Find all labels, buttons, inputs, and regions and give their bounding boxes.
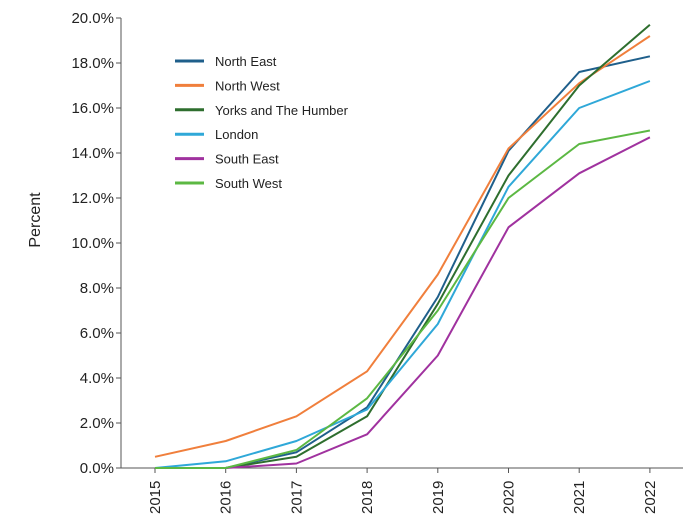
y-tick-label: 2.0% — [80, 415, 114, 432]
y-tick-label: 8.0% — [80, 280, 114, 297]
legend-label-yorks-and-the-humber: Yorks and The Humber — [215, 103, 349, 118]
y-tick-label: 18.0% — [71, 55, 114, 72]
legend-label-south-east: South East — [215, 152, 279, 167]
legend: North East North West Yorks and The Humber… — [175, 54, 349, 191]
legend-label-london: London — [215, 127, 258, 142]
legend-label-north-west: North West — [215, 78, 280, 93]
x-tick-label: 2022 — [642, 481, 659, 514]
series-line-north-east — [155, 55, 651, 469]
y-tick-label: 14.0% — [71, 145, 114, 162]
series-line-south-west — [155, 129, 651, 469]
series-line-north-west — [154, 35, 651, 458]
series-line-london — [154, 80, 651, 469]
x-axis: 2015 2016 2017 2018 2019 2020 2021 2022 — [121, 467, 683, 514]
x-tick-label: 2019 — [430, 481, 447, 514]
series-line-yorks-and-the-humber — [155, 24, 651, 469]
y-tick-label: 4.0% — [80, 370, 114, 387]
y-tick-label: 0.0% — [80, 460, 114, 477]
y-tick-label: 12.0% — [71, 190, 114, 207]
x-tick-label: 2020 — [501, 481, 518, 514]
legend-label-south-west: South West — [215, 176, 282, 191]
y-axis: 0.0% 2.0% 4.0% 6.0% 8.0% 10.0% 12.0% 14.0% 16.0%… — [71, 10, 122, 477]
y-tick-label: 6.0% — [80, 325, 114, 342]
y-tick-label: 16.0% — [71, 100, 114, 117]
x-tick-label: 2017 — [288, 481, 305, 514]
x-tick-label: 2018 — [359, 481, 376, 514]
x-tick-label: 2016 — [218, 481, 235, 514]
series-line-south-east — [155, 136, 651, 469]
legend-label-north-east: North East — [215, 54, 277, 69]
y-tick-label: 10.0% — [71, 235, 114, 252]
y-tick-label: 20.0% — [71, 10, 114, 27]
y-axis-title: Percent — [27, 192, 44, 248]
x-tick-label: 2021 — [571, 481, 588, 514]
series-lines — [154, 24, 651, 469]
x-tick-label: 2015 — [147, 481, 164, 514]
